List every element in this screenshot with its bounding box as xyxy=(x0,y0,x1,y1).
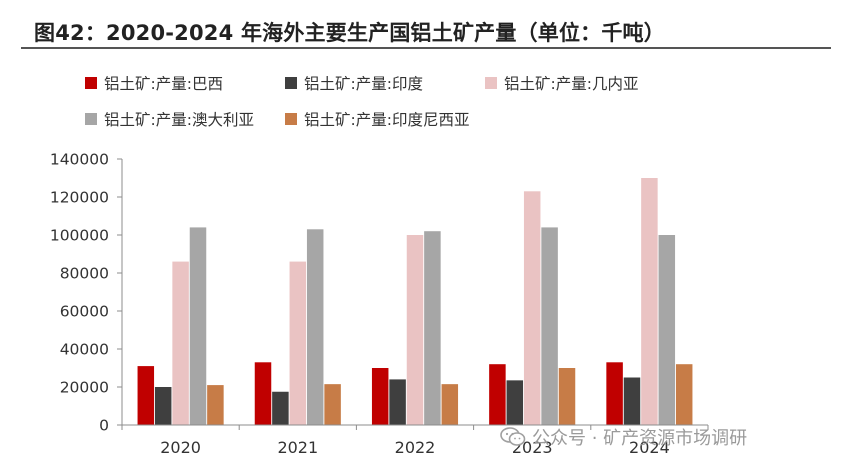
legend-swatch xyxy=(285,77,297,89)
watermark-text: 公众号 · 矿产资源市场调研 xyxy=(532,428,748,449)
bar-2021-series-4 xyxy=(324,384,341,425)
x-tick-label: 2022 xyxy=(395,438,436,457)
legend-label: 铝土矿:产量:印度尼西亚 xyxy=(304,111,470,129)
legend-swatch xyxy=(285,113,297,125)
y-tick-label: 100000 xyxy=(50,227,109,245)
bar-2023-series-3 xyxy=(541,227,558,425)
chart-title: 图42：2020-2024 年海外主要生产国铝土矿产量（单位：千吨） xyxy=(34,21,665,45)
bar-2024-series-1 xyxy=(623,377,641,425)
bar-2021-series-3 xyxy=(306,229,324,425)
bar-2022-series-1 xyxy=(389,379,406,425)
wechat-icon xyxy=(500,427,526,446)
bar-2021-series-0 xyxy=(254,362,272,425)
y-tick-label: 20000 xyxy=(60,379,109,397)
legend-label: 铝土矿:产量:印度 xyxy=(304,75,423,93)
legend-label: 铝土矿:产量:澳大利亚 xyxy=(104,111,254,129)
y-tick-label: 60000 xyxy=(60,303,109,321)
legend-item-australia: 铝土矿:产量:澳大利亚 xyxy=(85,108,254,130)
bar-2024-series-2 xyxy=(641,178,658,425)
bar-2020-series-0 xyxy=(137,366,155,425)
bar-2023-series-4 xyxy=(558,368,576,425)
bar-2021-series-2 xyxy=(289,261,307,425)
x-tick-label: 2020 xyxy=(160,438,201,457)
watermark: 公众号 · 矿产资源市场调研 xyxy=(500,424,747,450)
y-tick-label: 140000 xyxy=(50,151,109,169)
title-divider xyxy=(21,47,831,49)
bar-2024-series-4 xyxy=(675,364,693,425)
y-tick-label: 0 xyxy=(99,417,109,435)
y-tick-label: 80000 xyxy=(60,265,109,283)
bar-2020-series-1 xyxy=(154,387,172,425)
legend-label: 铝土矿:产量:巴西 xyxy=(104,75,223,93)
bar-2020-series-4 xyxy=(207,385,224,425)
y-tick-label: 120000 xyxy=(50,189,109,207)
bar-2024-series-0 xyxy=(606,362,623,425)
legend-swatch xyxy=(485,77,497,89)
y-tick-label: 40000 xyxy=(60,341,109,359)
bar-2024-series-3 xyxy=(658,235,676,425)
legend-item-india: 铝土矿:产量:印度 xyxy=(285,72,423,94)
x-tick-label: 2021 xyxy=(277,438,318,457)
legend-swatch xyxy=(85,77,97,89)
bar-2020-series-3 xyxy=(189,227,207,425)
bar-2022-series-2 xyxy=(406,235,424,425)
bar-2020-series-2 xyxy=(172,261,189,425)
legend-item-brazil: 铝土矿:产量:巴西 xyxy=(85,72,223,94)
legend-item-guinea: 铝土矿:产量:几内亚 xyxy=(485,72,638,94)
x-tick-label: 2024 xyxy=(629,438,670,457)
legend-item-indonesia: 铝土矿:产量:印度尼西亚 xyxy=(285,108,469,130)
bar-2023-series-0 xyxy=(489,364,506,425)
bar-2022-series-3 xyxy=(424,231,441,425)
bar-2023-series-2 xyxy=(523,191,541,425)
bar-2022-series-4 xyxy=(441,384,459,425)
bar-2023-series-1 xyxy=(506,380,524,425)
legend-swatch xyxy=(85,113,97,125)
bar-2022-series-0 xyxy=(371,368,389,425)
legend-label: 铝土矿:产量:几内亚 xyxy=(504,75,639,93)
bar-2021-series-1 xyxy=(272,391,289,425)
